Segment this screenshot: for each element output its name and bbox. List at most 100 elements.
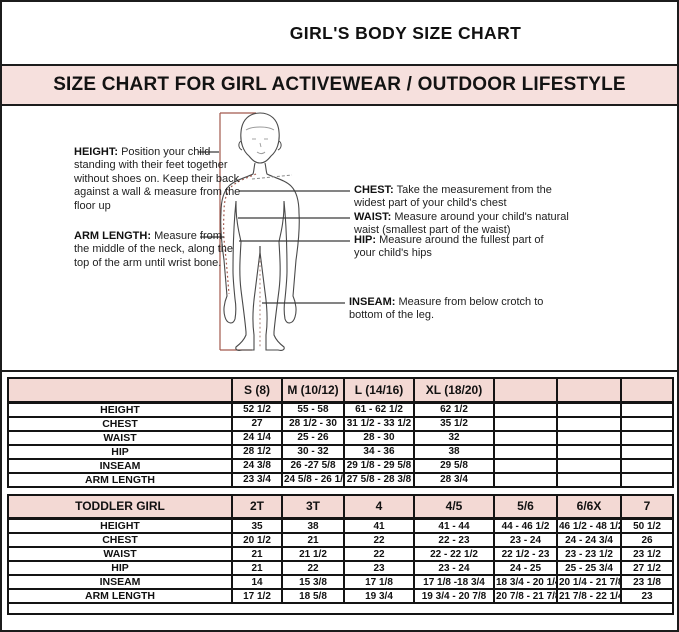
size-value: 22 1/2 - 23 <box>493 546 558 562</box>
empty-cell <box>493 401 558 418</box>
size-value: 24 1/4 <box>231 429 283 446</box>
empty-cell <box>620 443 674 460</box>
size-value: 21 7/8 - 22 1/4 <box>556 588 622 604</box>
empty-cell <box>620 457 674 474</box>
size-value: 24 - 24 3/4 <box>556 532 622 548</box>
col-header-s: S (8) <box>231 377 283 404</box>
col-header-toddler-girl: TODDLER GIRL <box>7 493 233 520</box>
empty-cell <box>556 457 622 474</box>
size-value: 22 - 22 1/2 <box>413 546 495 562</box>
hip-note-label: HIP: <box>354 234 376 246</box>
height-note: HEIGHT: Position your child standing wit… <box>74 146 250 213</box>
empty-cell <box>620 415 674 432</box>
empty-cell <box>493 471 558 488</box>
size-value: 41 - 44 <box>413 517 495 534</box>
size-value: 18 5/8 <box>281 588 345 604</box>
col-header-3t: 3T <box>281 493 345 520</box>
size-value: 20 7/8 - 21 7/8 <box>493 588 558 604</box>
arm-length-note: ARM LENGTH: Measure from the middle of t… <box>74 230 234 270</box>
row-label: HIP <box>7 443 233 460</box>
size-value: 55 - 58 <box>281 401 345 418</box>
empty-cell <box>556 443 622 460</box>
banner-title: SIZE CHART FOR GIRL ACTIVEWEAR / OUTDOOR… <box>53 74 626 95</box>
col-header-empty <box>620 377 674 404</box>
table-row-inseam: INSEAM 14 15 3/8 17 1/8 17 1/8 -18 3/4 1… <box>7 574 674 590</box>
inseam-note-label: INSEAM: <box>349 296 396 308</box>
waist-note: WAIST: Measure around your child's natur… <box>354 211 569 238</box>
empty-cell <box>556 401 622 418</box>
size-value: 22 <box>281 560 345 576</box>
size-value: 20 1/4 - 21 7/8 <box>556 574 622 590</box>
size-value: 19 3/4 - 20 7/8 <box>413 588 495 604</box>
inseam-note-text: Measure from below crotch to bottom of t… <box>349 296 544 322</box>
size-value: 31 1/2 - 33 1/2 <box>343 415 415 432</box>
col-header-m: M (10/12) <box>281 377 345 404</box>
col-header-empty <box>493 377 558 404</box>
row-label: WAIST <box>7 546 233 562</box>
size-value: 23 - 23 1/2 <box>556 546 622 562</box>
inseam-note: INSEAM: Measure from below crotch to bot… <box>349 296 569 323</box>
shoulder-dashed-line <box>251 174 293 180</box>
figure-body-left <box>220 162 261 351</box>
row-label: ARM LENGTH <box>7 471 233 488</box>
hip-note-text: Measure around the fullest part of your … <box>354 234 544 260</box>
size-value: 23 - 24 <box>413 560 495 576</box>
toddler-header-row: TODDLER GIRL 2T 3T 4 4/5 5/6 6/6X 7 <box>7 493 674 520</box>
size-value: 28 1/2 - 30 <box>281 415 345 432</box>
size-value: 62 1/2 <box>413 401 495 418</box>
row-label: CHEST <box>7 532 233 548</box>
size-value: 23 1/2 <box>620 546 674 562</box>
row-label: HEIGHT <box>7 517 233 534</box>
row-label: INSEAM <box>7 457 233 474</box>
table-row-arm-length: ARM LENGTH 17 1/2 18 5/8 19 3/4 19 3/4 -… <box>7 588 674 604</box>
arm-length-note-text: Measure from the middle of the neck, alo… <box>74 230 233 269</box>
size-value: 22 <box>343 546 415 562</box>
size-value: 23 <box>343 560 415 576</box>
size-value: 46 1/2 - 48 1/2 <box>556 517 622 534</box>
row-label: INSEAM <box>7 574 233 590</box>
size-value: 35 1/2 <box>413 415 495 432</box>
banner: SIZE CHART FOR GIRL ACTIVEWEAR / OUTDOOR… <box>2 64 677 106</box>
size-value: 61 - 62 1/2 <box>343 401 415 418</box>
table-footer-row <box>7 602 674 615</box>
col-header-empty <box>556 377 622 404</box>
height-note-text: Position your child standing with their … <box>74 146 241 212</box>
size-value: 38 <box>281 517 345 534</box>
chest-note-text: Take the measurement from the widest par… <box>354 184 552 210</box>
size-value: 28 3/4 <box>413 471 495 488</box>
size-value: 22 <box>343 532 415 548</box>
size-value: 22 - 23 <box>413 532 495 548</box>
col-header-5-6: 5/6 <box>493 493 558 520</box>
row-label: ARM LENGTH <box>7 588 233 604</box>
size-value: 27 1/2 <box>620 560 674 576</box>
size-value: 21 <box>281 532 345 548</box>
empty-cell <box>493 457 558 474</box>
size-value: 50 1/2 <box>620 517 674 534</box>
size-value: 17 1/8 <box>343 574 415 590</box>
table-row-waist: WAIST 24 1/4 25 - 26 28 - 30 32 <box>7 429 674 446</box>
chest-note: CHEST: Take the measurement from the wid… <box>354 184 564 211</box>
table-row-arm-length: ARM LENGTH 23 3/4 24 5/8 - 26 1/4 27 5/8… <box>7 471 674 488</box>
empty-cell <box>556 429 622 446</box>
height-note-label: HEIGHT: <box>74 146 118 158</box>
figure-face <box>245 126 275 154</box>
size-value: 26 <box>620 532 674 548</box>
girls-header-row: S (8) M (10/12) L (14/16) XL (18/20) <box>7 377 674 404</box>
waist-note-text: Measure around your child's natural wais… <box>354 211 569 237</box>
size-value: 23 1/8 <box>620 574 674 590</box>
size-value: 30 - 32 <box>281 443 345 460</box>
size-value: 18 3/4 - 20 1/4 <box>493 574 558 590</box>
size-value: 24 3/8 <box>231 457 283 474</box>
size-value: 21 <box>231 546 283 562</box>
size-value: 23 - 24 <box>493 532 558 548</box>
size-value: 25 - 26 <box>281 429 345 446</box>
size-value: 23 3/4 <box>231 471 283 488</box>
row-label: WAIST <box>7 429 233 446</box>
empty-footer-cell <box>7 602 674 615</box>
measuring-guide: HEIGHT: Position your child standing wit… <box>2 106 677 372</box>
size-value: 28 1/2 <box>231 443 283 460</box>
size-value: 29 5/8 <box>413 457 495 474</box>
empty-cell <box>556 415 622 432</box>
waist-note-label: WAIST: <box>354 211 392 223</box>
size-value: 20 1/2 <box>231 532 283 548</box>
